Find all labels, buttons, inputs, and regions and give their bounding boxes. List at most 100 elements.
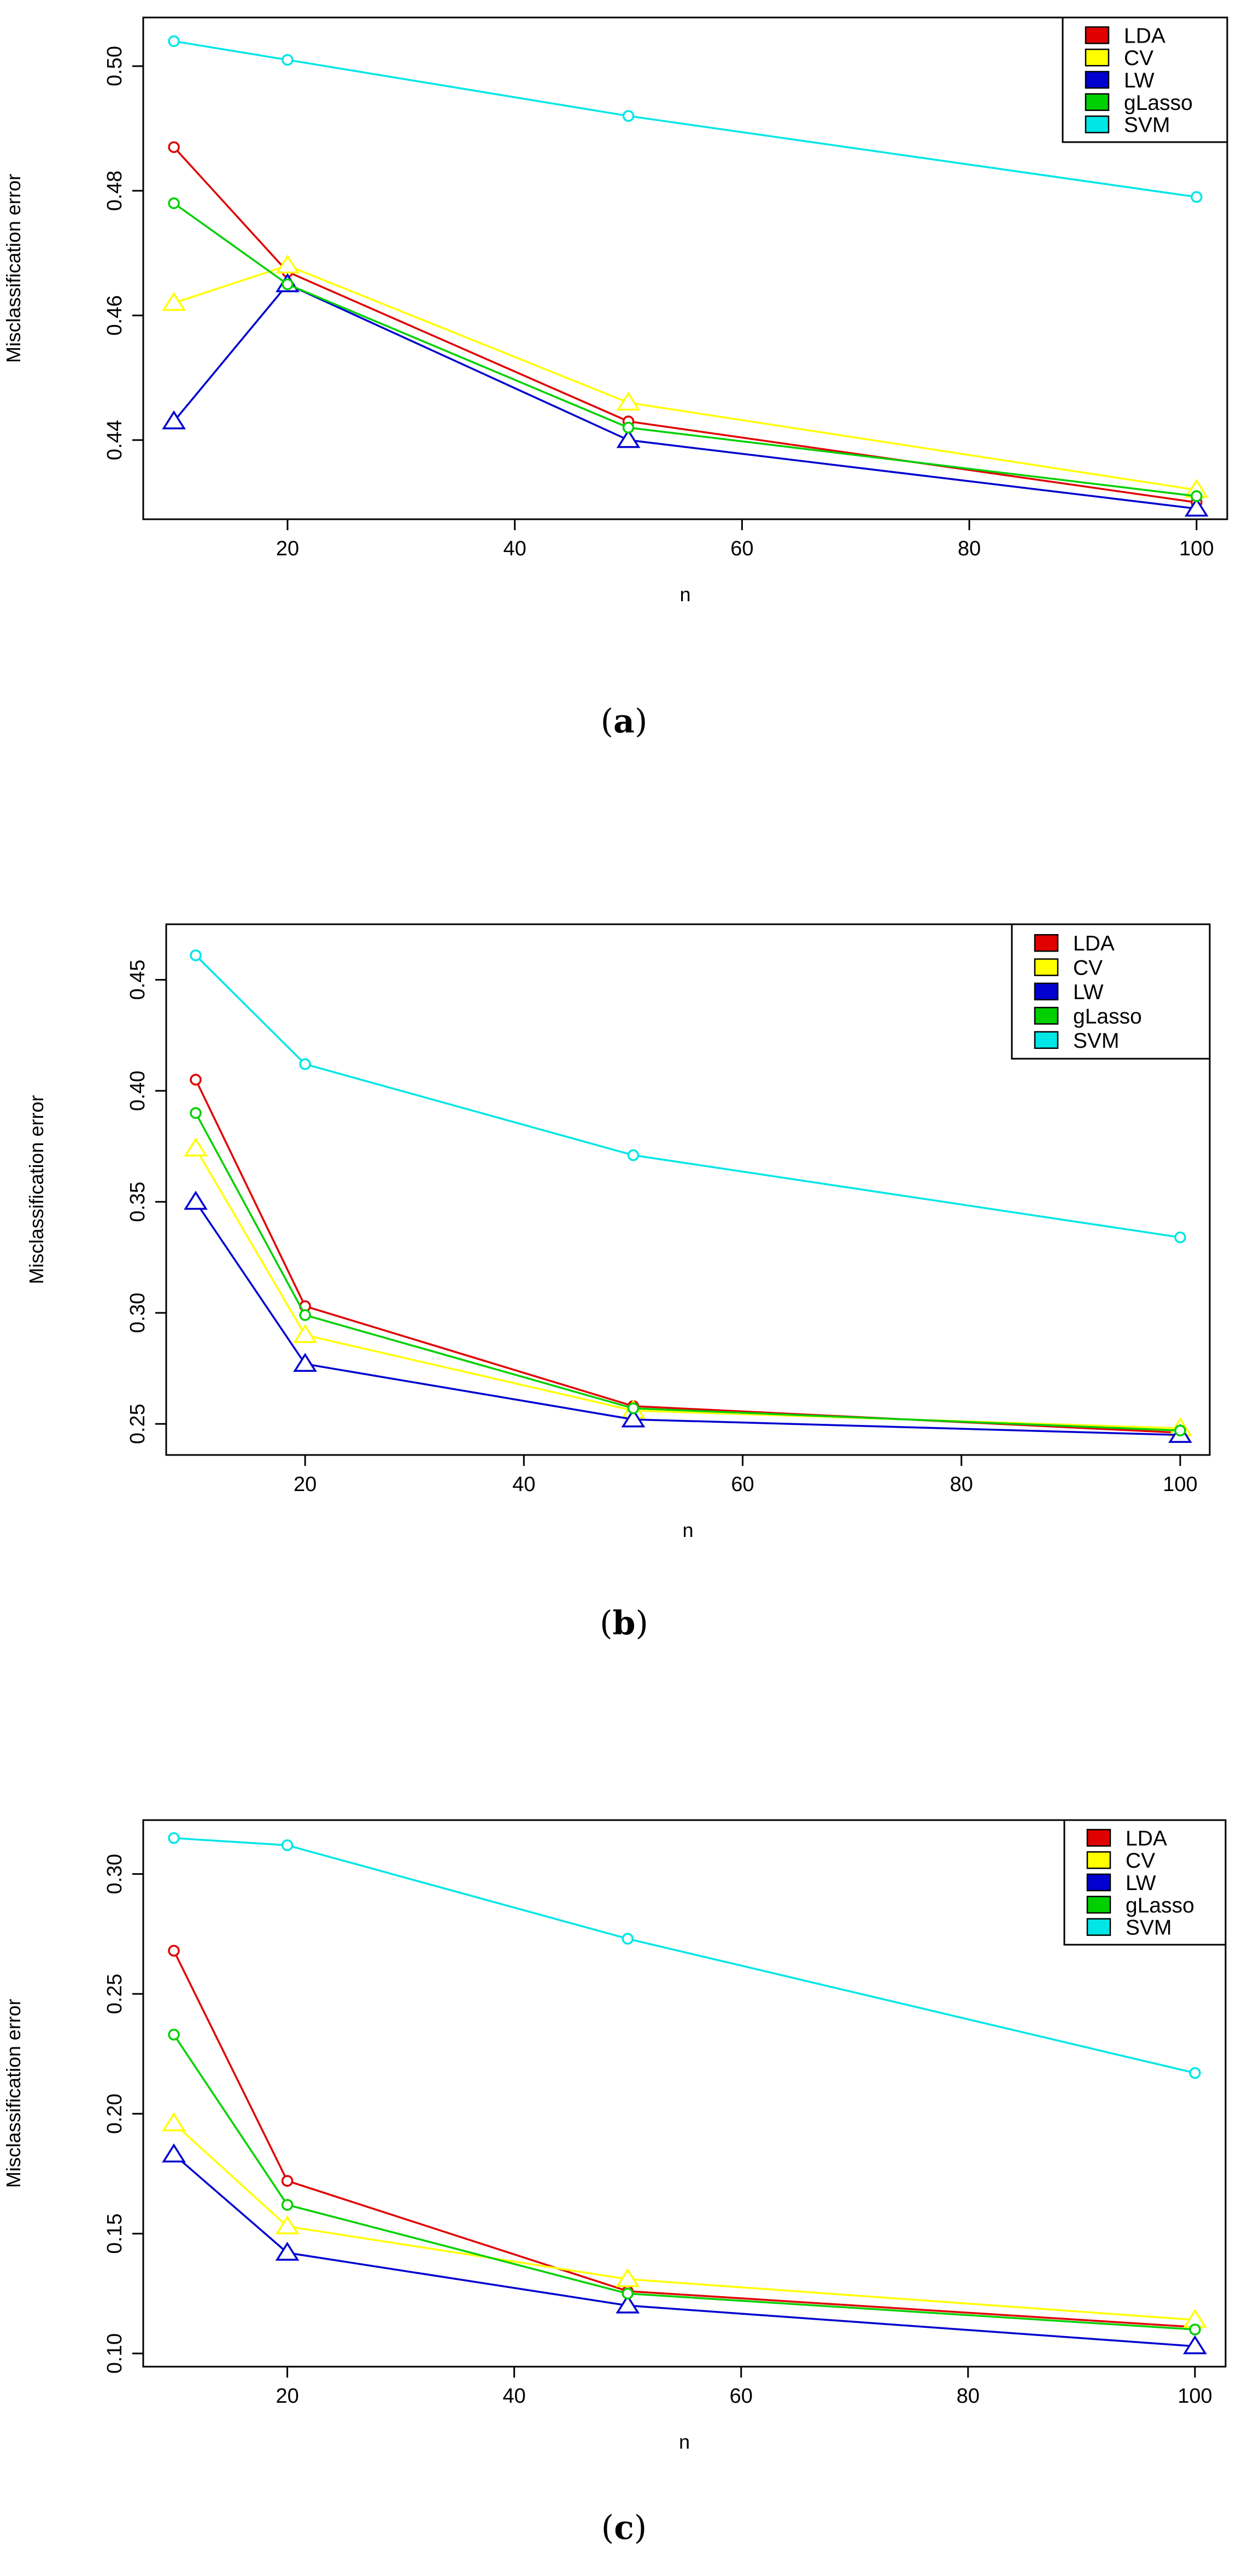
y-tick-label-b: 0.35 <box>126 1182 149 1222</box>
y-tick-label-a: 0.48 <box>103 171 126 211</box>
caption-c-label: c <box>614 2509 634 2547</box>
legend-label-cv-b: CV <box>1073 957 1103 980</box>
y-axis-title-a: Misclassification error <box>2 174 25 363</box>
x-tick-label-b: 100 <box>1163 1473 1197 1496</box>
point-lda-c <box>168 1945 180 1957</box>
x-tick-label-c: 80 <box>957 2385 980 2408</box>
legend-swatch-svm-c <box>1086 1918 1111 1936</box>
y-tick-label-b: 0.45 <box>126 960 149 1000</box>
x-tick-label-a: 60 <box>730 537 753 560</box>
series-line-cv-a <box>173 265 1197 491</box>
legend-label-lda-b: LDA <box>1073 932 1115 955</box>
x-tick-label-c: 20 <box>276 2385 298 2408</box>
x-tick-label-c: 100 <box>1177 2385 1212 2408</box>
plot-frame-a <box>142 16 1228 520</box>
x-tick-label-a: 80 <box>958 537 981 560</box>
point-lw-b <box>621 1408 646 1428</box>
point-svm-b <box>299 1058 311 1070</box>
legend-swatch-lda-b <box>1034 934 1059 952</box>
series-line-lw-c <box>173 2153 1196 2348</box>
x-tick-label-a: 100 <box>1179 537 1214 560</box>
series-line-cv-b <box>195 1148 1181 1429</box>
plot-frame-b <box>165 923 1211 1456</box>
x-axis-title-b: n <box>682 1519 693 1541</box>
point-cv-c <box>616 2268 640 2287</box>
series-line-lda-b <box>195 1079 1181 1434</box>
series-line-svm-b <box>195 954 1181 1239</box>
legend-swatch-cv-b <box>1034 958 1059 976</box>
plot-frame-c <box>142 1819 1227 2368</box>
point-lw-c <box>275 2241 300 2261</box>
caption-a: (a) <box>0 702 1248 741</box>
legend-label-cv-a: CV <box>1124 46 1153 70</box>
point-lw-a <box>616 429 641 448</box>
series-line-lda-a <box>173 146 1197 503</box>
point-glasso-c <box>1189 2323 1201 2336</box>
legend-label-svm-c: SVM <box>1126 1916 1172 1940</box>
caption-b-close: ) <box>635 1604 648 1642</box>
x-tick-label-c: 60 <box>730 2385 753 2408</box>
y-tick-label-c: 0.20 <box>103 2093 126 2134</box>
legend-label-svm-a: SVM <box>1124 114 1170 137</box>
x-tick-label-a: 20 <box>276 537 299 560</box>
point-svm-a <box>1191 191 1203 203</box>
caption-a-open: ( <box>600 702 614 741</box>
point-svm-b <box>627 1149 640 1161</box>
y-tick-label-a: 0.50 <box>103 46 126 86</box>
legend-label-glasso-c: gLasso <box>1126 1894 1194 1917</box>
y-tick-label-c: 0.10 <box>103 2333 126 2374</box>
point-lda-a <box>168 141 180 153</box>
y-tick-label-c: 0.25 <box>103 1974 126 2014</box>
point-lw-b <box>184 1190 208 1210</box>
legend-swatch-cv-c <box>1086 1851 1111 1869</box>
series-line-svm-c <box>173 1837 1196 2074</box>
caption-c-close: ) <box>634 2509 647 2547</box>
series-line-cv-c <box>173 2122 1196 2321</box>
x-tick-label-a: 40 <box>503 537 526 560</box>
point-svm-b <box>1174 1231 1186 1243</box>
point-svm-a <box>622 110 635 122</box>
point-lw-a <box>1185 497 1209 517</box>
point-glasso-b <box>190 1107 202 1119</box>
point-cv-a <box>276 254 300 274</box>
point-svm-b <box>190 949 202 961</box>
series-line-lda-c <box>173 1950 1196 2328</box>
y-tick-label-b: 0.25 <box>126 1404 149 1444</box>
legend-label-cv-c: CV <box>1126 1849 1155 1873</box>
point-glasso-a <box>1191 490 1203 502</box>
y-tick-label-a: 0.44 <box>103 420 126 460</box>
y-tick-label-b: 0.30 <box>126 1293 149 1333</box>
caption-b-label: b <box>612 1604 636 1642</box>
point-cv-b <box>293 1324 318 1343</box>
point-glasso-c <box>622 2287 634 2299</box>
point-svm-c <box>622 1933 634 1945</box>
y-tick-label-b: 0.40 <box>126 1071 149 1111</box>
point-lda-c <box>281 2175 294 2187</box>
legend-label-lda-c: LDA <box>1126 1827 1167 1850</box>
point-lw-c <box>1183 2335 1207 2355</box>
legend-swatch-lda-a <box>1085 26 1110 44</box>
series-line-glasso-a <box>173 202 1197 497</box>
caption-c: (c) <box>0 2509 1248 2547</box>
x-axis-title-c: n <box>679 2431 690 2453</box>
legend-swatch-glasso-c <box>1086 1896 1111 1914</box>
legend-swatch-glasso-b <box>1034 1007 1059 1025</box>
x-tick-label-c: 40 <box>503 2385 526 2408</box>
point-lw-b <box>293 1353 318 1372</box>
x-tick-label-b: 60 <box>731 1473 754 1496</box>
y-axis-title-b: Misclassification error <box>25 1095 48 1284</box>
series-line-svm-a <box>173 40 1197 198</box>
point-svm-a <box>282 54 294 66</box>
legend-label-lw-a: LW <box>1124 69 1155 92</box>
legend-label-glasso-b: gLasso <box>1073 1005 1142 1028</box>
point-glasso-b <box>627 1402 640 1415</box>
point-lw-c <box>616 2294 640 2314</box>
series-line-glasso-c <box>173 2034 1196 2331</box>
x-tick-label-b: 40 <box>512 1473 535 1496</box>
legend-swatch-svm-a <box>1085 115 1110 133</box>
legend-swatch-glasso-a <box>1085 93 1110 112</box>
point-glasso-a <box>168 197 180 209</box>
caption-b: (b) <box>0 1604 1248 1642</box>
point-glasso-b <box>299 1309 311 1321</box>
